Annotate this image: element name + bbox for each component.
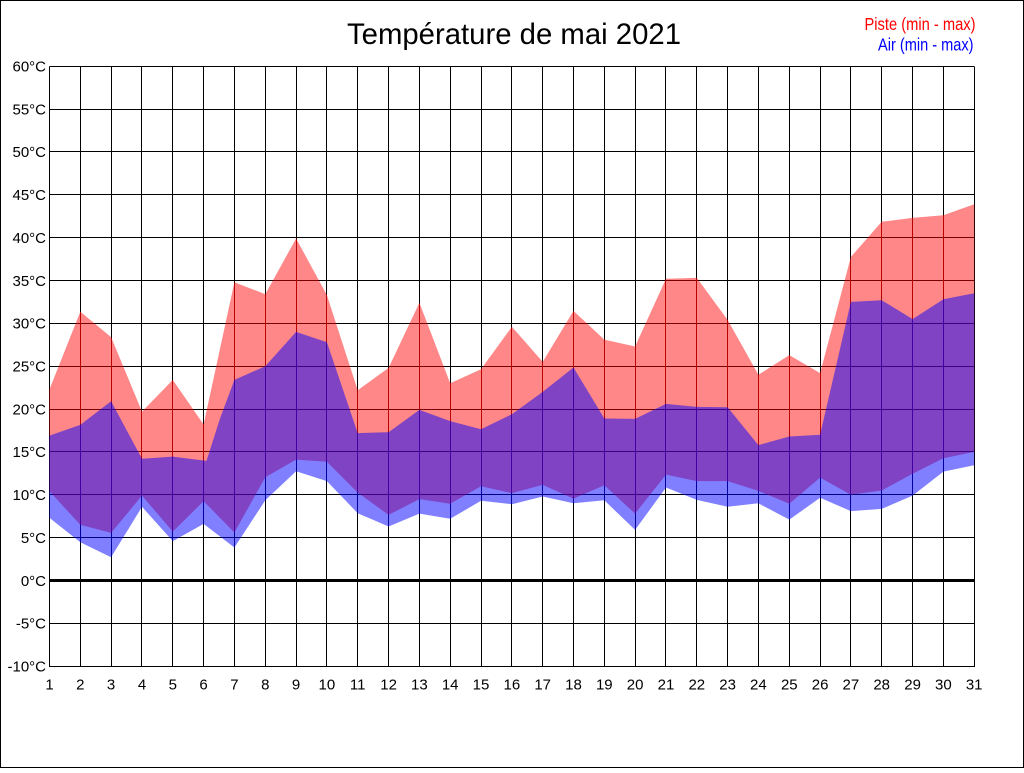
svg-text:3: 3 [107,677,115,694]
svg-text:35°C: 35°C [12,273,46,290]
svg-text:7: 7 [230,677,238,694]
svg-text:24: 24 [750,677,767,694]
svg-text:30: 30 [935,677,952,694]
svg-text:15: 15 [473,677,490,694]
svg-text:20°C: 20°C [12,401,46,418]
svg-text:26: 26 [812,677,829,694]
svg-text:28: 28 [873,677,890,694]
svg-text:-10°C: -10°C [7,659,46,676]
svg-text:40°C: 40°C [12,230,46,247]
svg-text:18: 18 [565,677,582,694]
svg-text:Piste (min - max): Piste (min - max) [865,14,976,34]
svg-text:0°C: 0°C [21,573,46,590]
svg-text:31: 31 [966,677,983,694]
svg-text:16: 16 [504,677,521,694]
svg-text:12: 12 [380,677,397,694]
svg-text:25: 25 [781,677,798,694]
svg-text:11: 11 [350,677,366,694]
svg-text:13: 13 [411,677,428,694]
svg-text:29: 29 [904,677,921,694]
svg-text:23: 23 [719,677,736,694]
svg-text:5°C: 5°C [21,530,46,547]
svg-text:4: 4 [138,677,146,694]
svg-text:21: 21 [658,677,675,694]
svg-text:30°C: 30°C [12,316,46,333]
svg-text:22: 22 [688,677,705,694]
svg-text:Air (min - max): Air (min - max) [878,35,974,55]
svg-text:-5°C: -5°C [16,616,46,633]
svg-text:8: 8 [261,677,269,694]
svg-text:10°C: 10°C [12,487,46,504]
svg-text:1: 1 [45,677,53,694]
svg-text:9: 9 [292,677,300,694]
svg-text:6: 6 [199,677,207,694]
svg-text:14: 14 [442,677,459,694]
svg-text:5: 5 [169,677,177,694]
svg-text:17: 17 [534,677,551,694]
svg-text:Température de mai 2021: Température de mai 2021 [347,18,681,51]
svg-text:45°C: 45°C [12,187,46,204]
svg-text:55°C: 55°C [12,101,46,118]
svg-text:19: 19 [596,677,613,694]
svg-text:10: 10 [319,677,336,694]
svg-text:60°C: 60°C [12,59,46,76]
svg-text:20: 20 [627,677,644,694]
svg-text:15°C: 15°C [12,444,46,461]
svg-text:2: 2 [76,677,84,694]
svg-text:25°C: 25°C [12,359,46,376]
svg-text:27: 27 [843,677,860,694]
svg-text:50°C: 50°C [12,144,46,161]
